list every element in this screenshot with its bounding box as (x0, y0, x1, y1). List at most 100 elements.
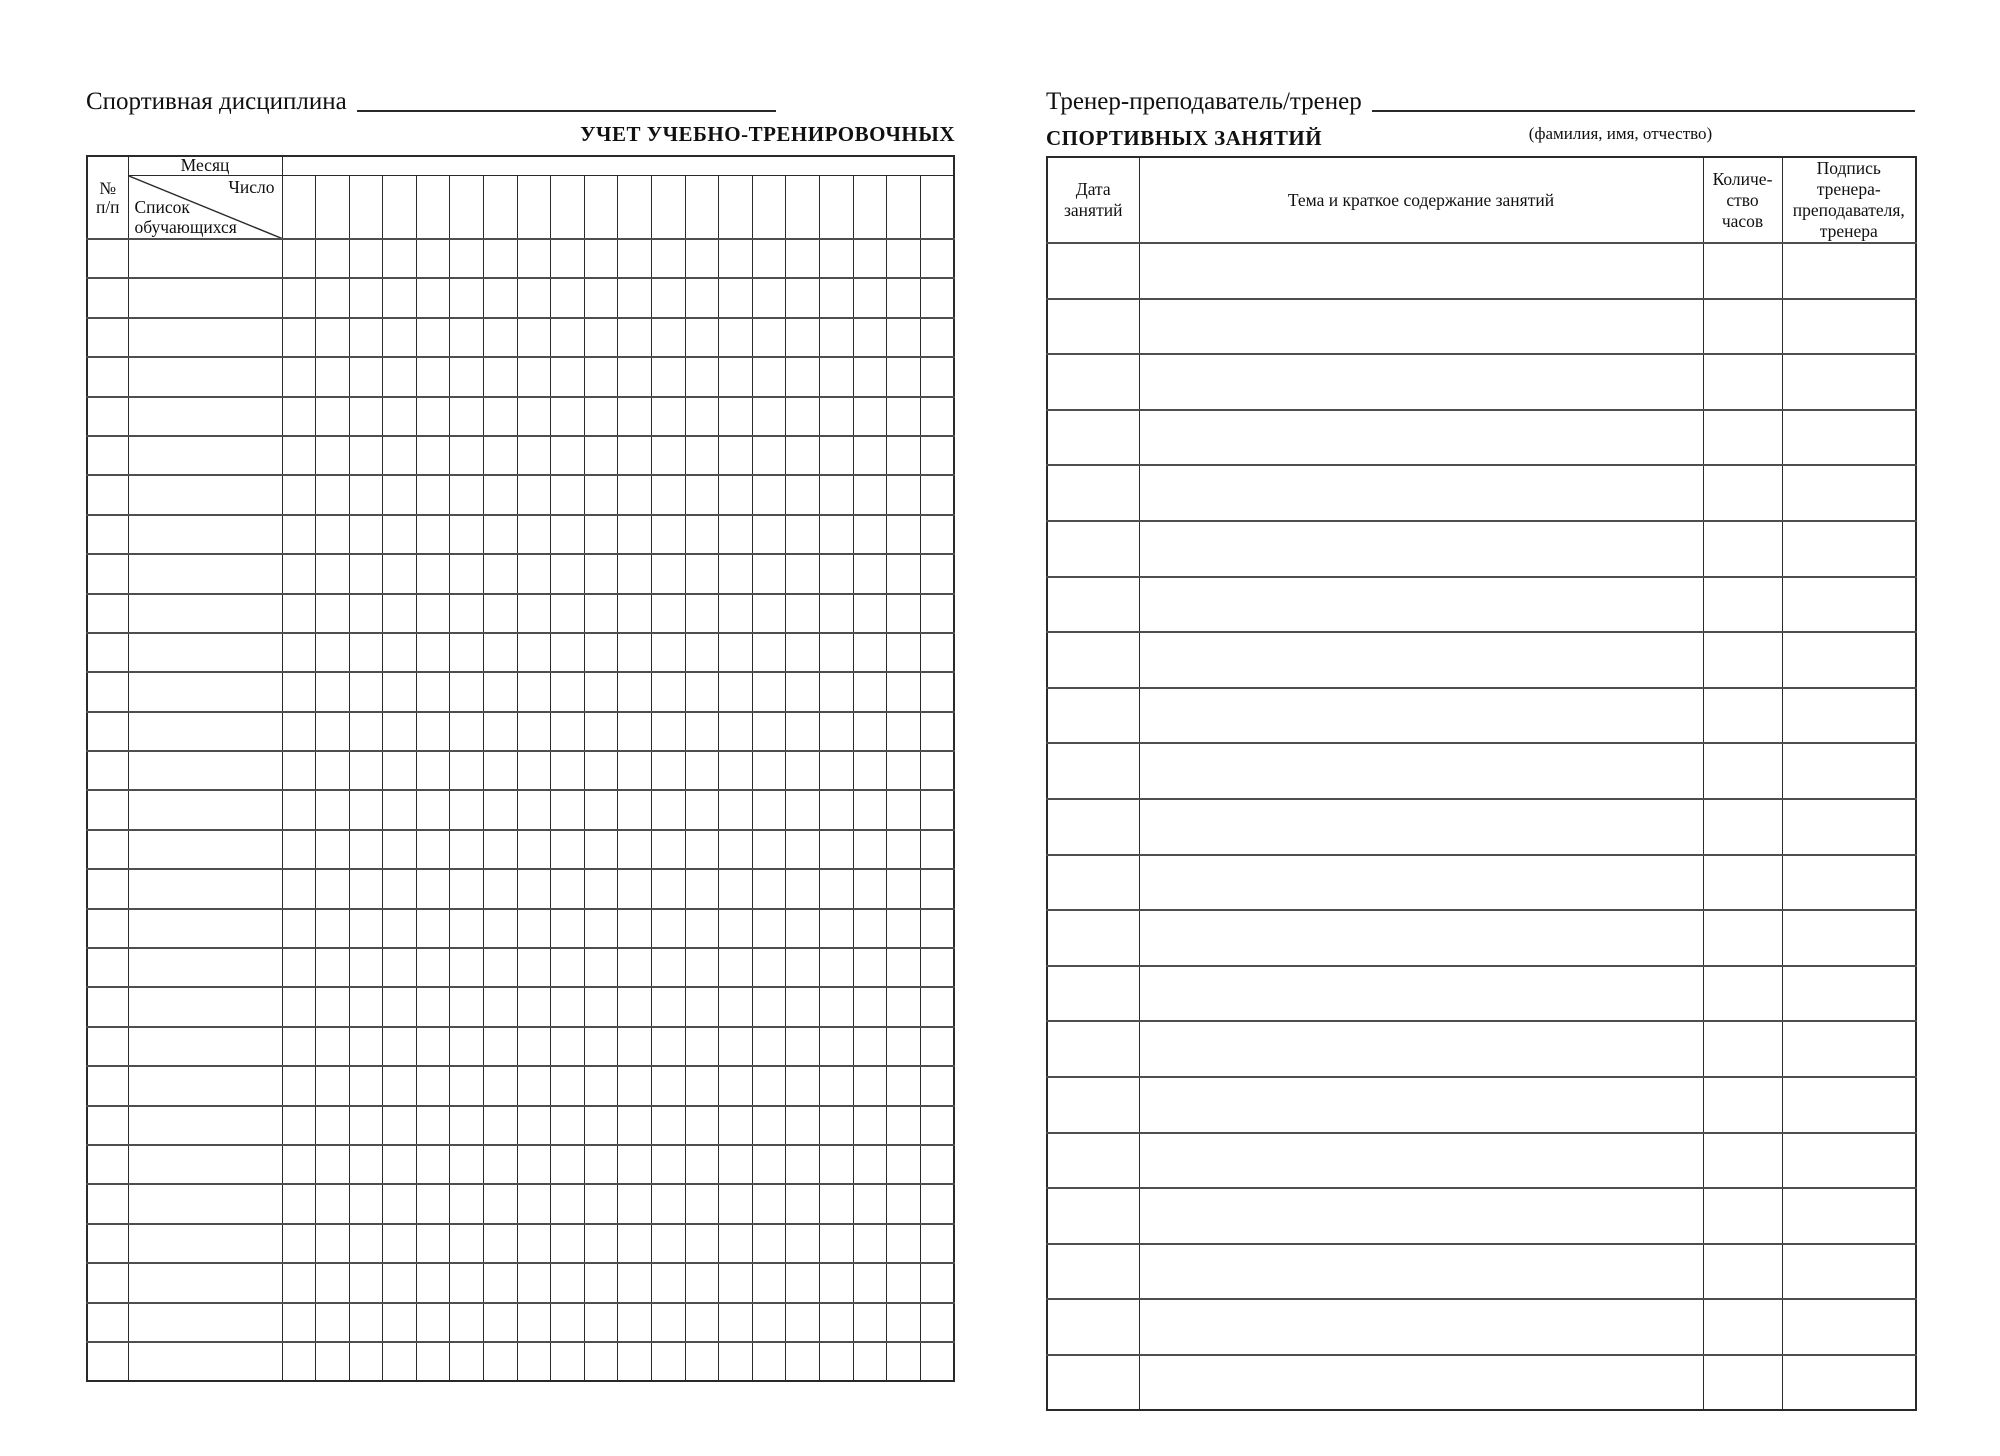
attendance-mark-cell (415, 631, 451, 673)
attendance-mark-cell (751, 750, 787, 791)
session-hours-cell (1702, 686, 1783, 744)
attendance-mark-cell (415, 1262, 451, 1304)
attendance-mark-cell (684, 1025, 720, 1067)
attendance-mark-cell (281, 277, 317, 319)
attendance-table-body (86, 237, 955, 1382)
session-date-cell (1046, 853, 1140, 911)
attendance-mark-cell (315, 237, 350, 279)
attendance-mark-cell (315, 277, 350, 319)
attendance-mark-cell (751, 1301, 787, 1343)
session-signature-cell (1781, 1298, 1917, 1356)
session-date-cell (1046, 742, 1140, 800)
attendance-mark-cell (785, 907, 820, 949)
attendance-mark-cell (886, 986, 921, 1028)
attendance-mark-cell (281, 750, 317, 791)
attendance-mark-cell (651, 1065, 686, 1107)
session-topic-cell (1138, 1353, 1704, 1411)
attendance-mark-cell (281, 1301, 317, 1343)
attendance-mark-cell (886, 1104, 921, 1146)
session-topic-cell (1138, 1242, 1704, 1300)
right-page-title: СПОРТИВНЫХ ЗАНЯТИЙ (1046, 126, 1323, 150)
attendance-mark-cell (583, 1143, 619, 1185)
attendance-mark-cell (886, 513, 921, 555)
attendance-mark-cell (449, 1065, 485, 1107)
session-hours-cell (1702, 909, 1783, 967)
attendance-mark-cell (852, 750, 888, 791)
attendance-mark-cell (852, 1025, 888, 1067)
attendance-mark-cell (550, 237, 585, 279)
session-topic-cell (1138, 964, 1704, 1022)
attendance-mark-cell (550, 828, 585, 870)
attendance-mark-cell (819, 592, 854, 634)
attendance-mark-cell (785, 1183, 820, 1225)
attendance-mark-cell (919, 828, 955, 870)
attendance-mark-cell (617, 986, 653, 1028)
attendance-mark-cell (483, 1301, 518, 1343)
attendance-mark-cell (919, 1025, 955, 1067)
session-row (1046, 742, 1917, 800)
attendance-mark-cell (516, 395, 552, 437)
student-name-cell (127, 1301, 283, 1343)
attendance-mark-cell (382, 671, 417, 713)
attendance-mark-cell (919, 1262, 955, 1304)
attendance-mark-cell (315, 671, 350, 713)
attendance-mark-cell (785, 237, 820, 279)
attendance-mark-cell (449, 1301, 485, 1343)
attendance-mark-cell (785, 277, 820, 319)
attendance-mark-cell (315, 1301, 350, 1343)
attendance-mark-cell (718, 1183, 753, 1225)
attendance-mark-cell (785, 1104, 820, 1146)
day-number-cell (550, 174, 585, 240)
attendance-mark-cell (785, 513, 820, 555)
diagonal-line (129, 176, 282, 239)
day-number-cell (718, 174, 753, 240)
attendance-mark-cell (886, 907, 921, 949)
attendance-mark-cell (819, 710, 854, 752)
attendance-mark-cell (651, 1340, 686, 1382)
attendance-mark-cell (483, 237, 518, 279)
attendance-mark-cell (382, 1262, 417, 1304)
attendance-mark-cell (516, 356, 552, 398)
attendance-mark-cell (281, 631, 317, 673)
session-date-cell (1046, 1353, 1140, 1411)
attendance-mark-cell (852, 710, 888, 752)
attendance-mark-cell (819, 237, 854, 279)
attendance-mark-cell (348, 1143, 384, 1185)
session-signature-cell (1781, 797, 1917, 856)
attendance-mark-cell (751, 395, 787, 437)
session-topic-cell (1138, 408, 1704, 466)
attendance-mark-cell (651, 671, 686, 713)
attendance-mark-cell (281, 513, 317, 555)
attendance-mark-cell (684, 947, 720, 988)
session-row (1046, 797, 1917, 856)
session-topic-cell (1138, 353, 1704, 411)
session-topic-cell (1138, 464, 1704, 522)
attendance-mark-cell (281, 356, 317, 398)
attendance-mark-cell (449, 868, 485, 910)
attendance-mark-cell (852, 1183, 888, 1225)
attendance-mark-cell (617, 1340, 653, 1382)
attendance-mark-cell (348, 474, 384, 516)
session-date-cell (1046, 631, 1140, 689)
attendance-mark-cell (919, 868, 955, 910)
attendance-mark-cell (886, 474, 921, 516)
attendance-mark-cell (617, 474, 653, 516)
session-signature-cell (1781, 408, 1917, 466)
attendance-mark-cell (281, 474, 317, 516)
row-number-cell (86, 316, 129, 358)
attendance-mark-cell (449, 592, 485, 634)
student-name-cell (127, 1025, 283, 1067)
day-number-cell (785, 174, 820, 240)
attendance-mark-cell (785, 356, 820, 398)
student-name-cell (127, 1143, 283, 1185)
attendance-mark-cell (718, 1262, 753, 1304)
attendance-mark-cell (785, 1065, 820, 1107)
session-hours-cell (1702, 575, 1783, 633)
attendance-mark-cell (651, 631, 686, 673)
attendance-mark-cell (583, 592, 619, 634)
attendance-mark-cell (852, 592, 888, 634)
attendance-mark-cell (382, 553, 417, 595)
attendance-mark-cell (819, 868, 854, 910)
attendance-mark-cell (483, 986, 518, 1028)
session-date-cell (1046, 353, 1140, 411)
